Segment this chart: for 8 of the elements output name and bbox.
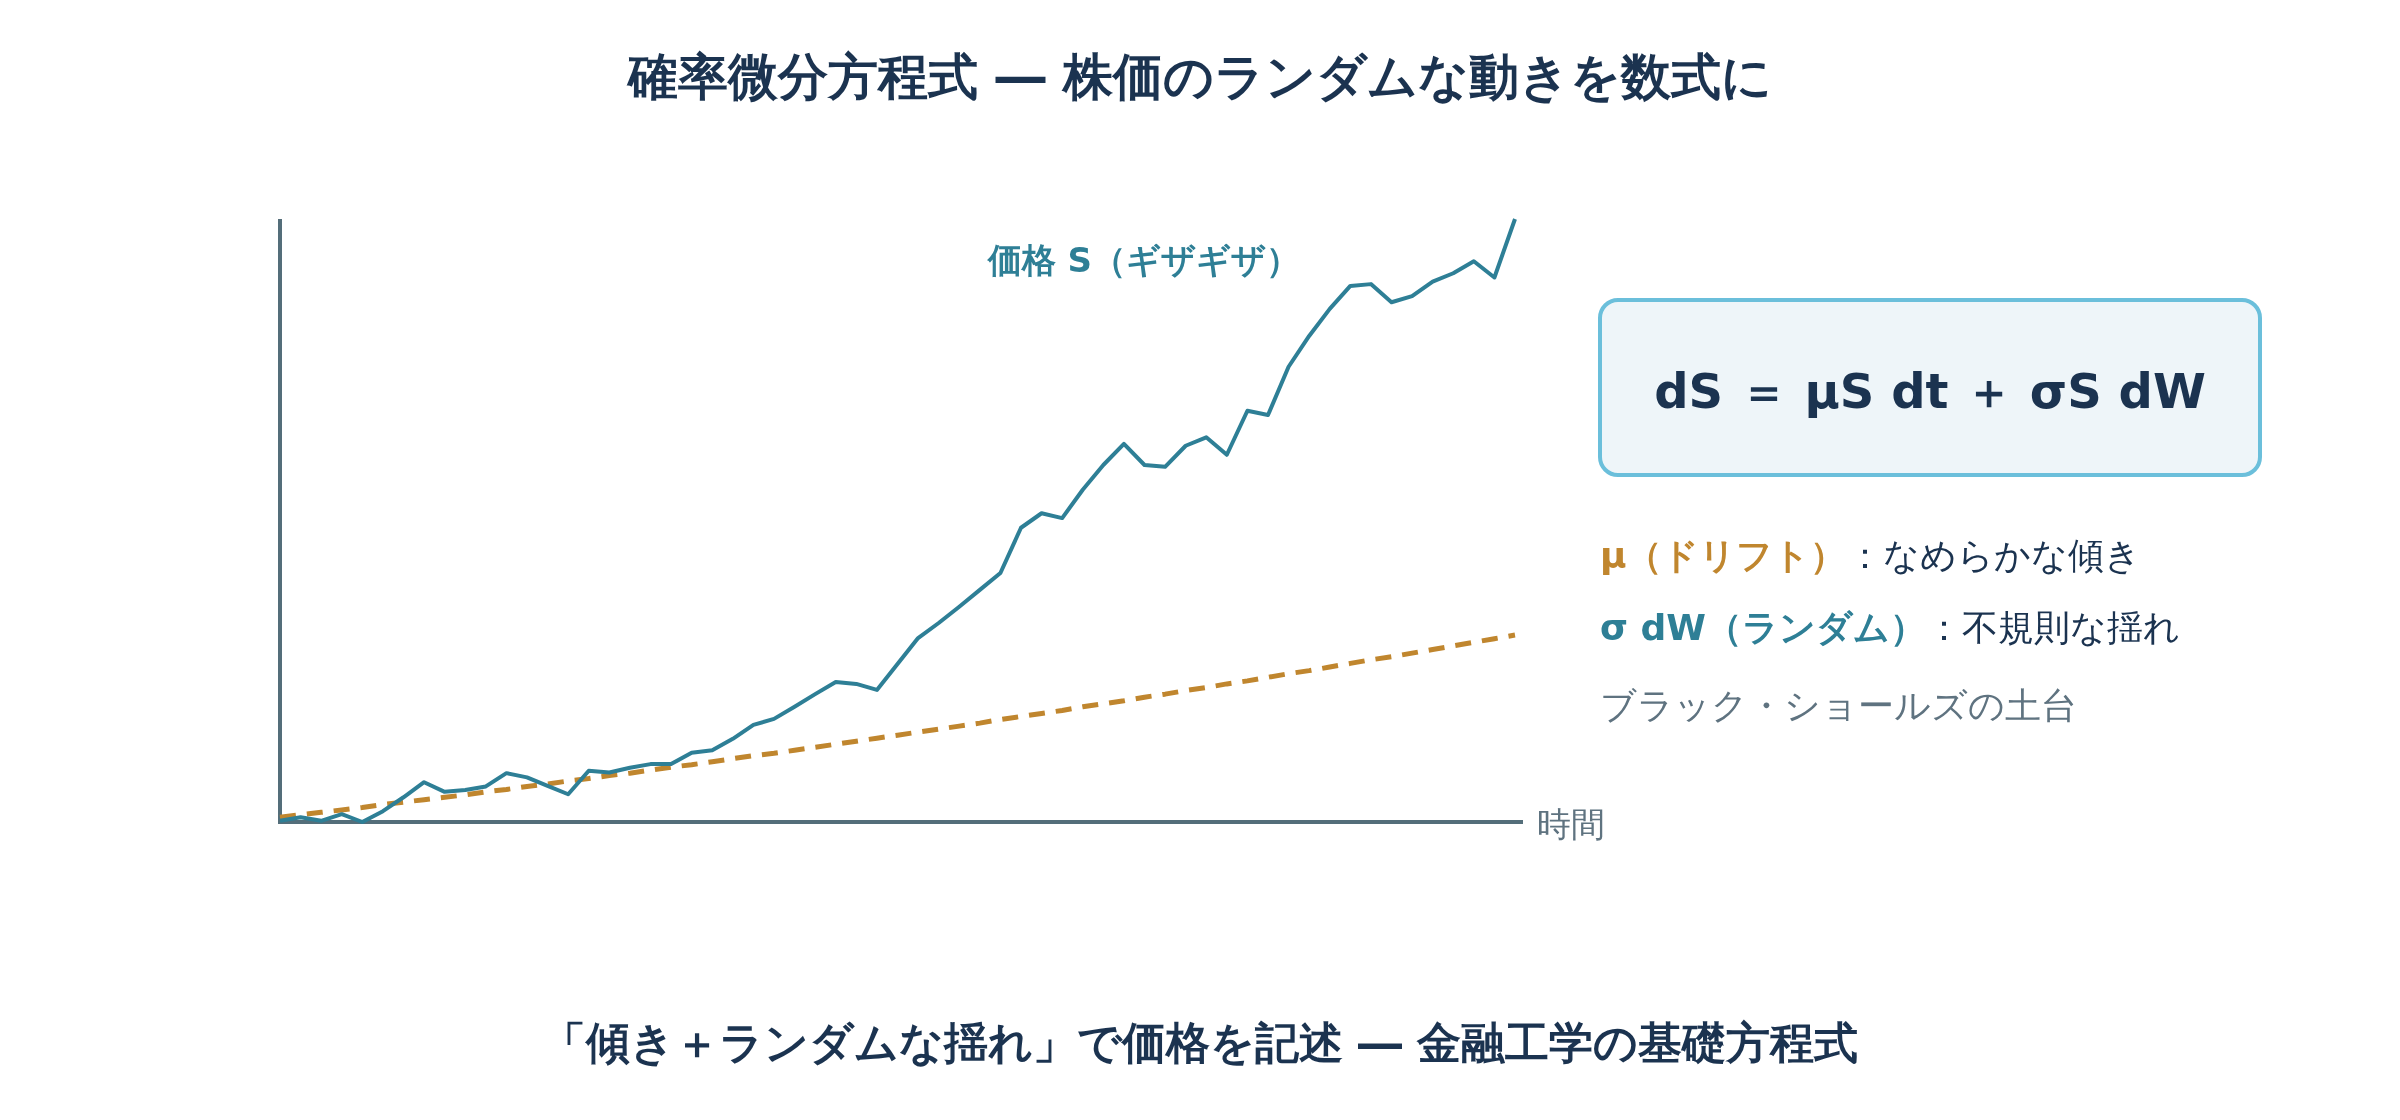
chart-title: 確率微分方程式 ― 株価のランダムな動きを数式に <box>626 48 1772 106</box>
text: 「傾き＋ランダムな揺れ」で価格を記述 ― 金融工学の基礎方程式 <box>541 1017 1859 1068</box>
series-label: 価格 S（ギザギザ） <box>986 240 1300 280</box>
text: dS ＝ μS dt ＋ σS dW <box>1654 363 2206 419</box>
text: μ（ドリフト）：なめらかな傾き <box>1600 535 2141 576</box>
text: σ dW（ランダム）：不規則な揺れ <box>1600 607 2181 648</box>
x-axis-title: 時間 <box>1537 804 1605 844</box>
text: ブラック・ショールズの土台 <box>1600 685 2077 726</box>
